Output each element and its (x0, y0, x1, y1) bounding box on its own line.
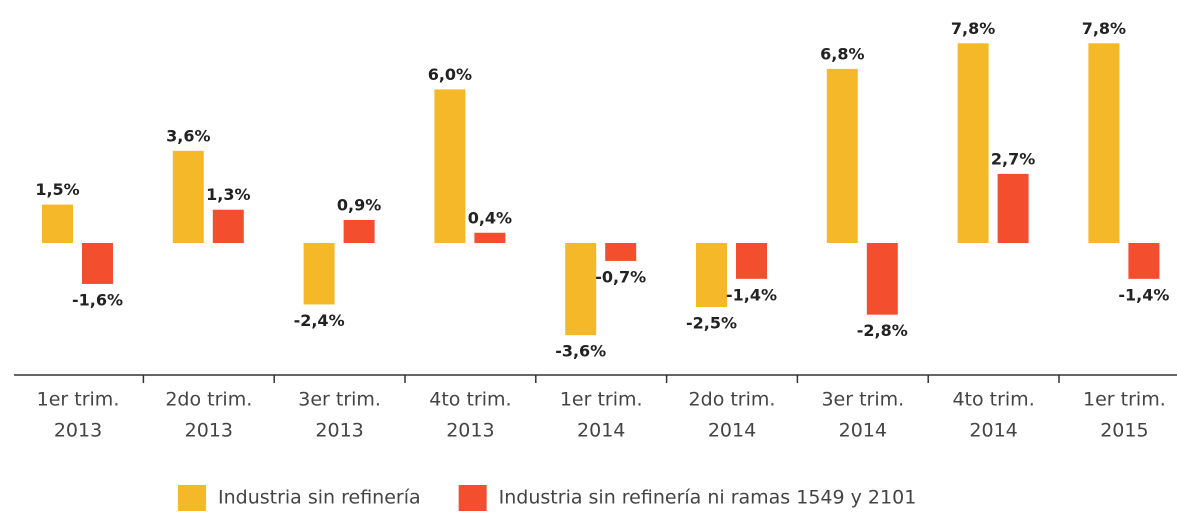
x-tick-label: 2do trim. (689, 389, 776, 411)
x-tick-label: 2014 (839, 420, 887, 442)
x-tick-label: 2do trim. (165, 389, 252, 411)
value-label: 6,0% (428, 65, 472, 84)
value-label: -3,6% (555, 342, 606, 361)
bar (1128, 243, 1160, 279)
value-label: 0,4% (468, 208, 512, 227)
x-tick-label: 2015 (1100, 420, 1148, 442)
x-tick-label: 3er trim. (821, 389, 904, 411)
legend-swatch (458, 485, 487, 511)
x-tick-label: 4to trim. (429, 389, 511, 411)
bar (605, 243, 637, 261)
value-label: 3,6% (166, 126, 210, 145)
bar (434, 89, 466, 244)
x-tick-label: 2014 (969, 420, 1017, 442)
x-tick-label: 1er trim. (1083, 389, 1166, 411)
x-tick-label: 2013 (54, 420, 102, 442)
value-label: -0,7% (595, 267, 646, 286)
legend-swatch (178, 485, 206, 511)
bar (736, 243, 767, 279)
value-label: -1,4% (1118, 285, 1169, 304)
bar (212, 209, 244, 243)
x-tick-label: 2014 (708, 420, 756, 442)
bar (997, 173, 1029, 243)
value-label: 0,9% (337, 195, 381, 214)
value-label: -2,5% (686, 314, 737, 333)
bar (826, 68, 858, 243)
bar (474, 232, 506, 243)
value-label: -2,4% (294, 311, 345, 330)
bar (343, 219, 375, 243)
bar (565, 243, 597, 336)
bar (696, 243, 727, 307)
value-label: 1,3% (206, 185, 250, 204)
value-label: 7,8% (951, 19, 995, 38)
x-tick-label: 2013 (315, 420, 363, 442)
legend-label: Industria sin refinería ni ramas 1549 y … (499, 487, 917, 509)
x-tick-label: 2013 (185, 420, 233, 442)
x-tick-label: 4to trim. (952, 389, 1034, 411)
value-label: 1,5% (35, 180, 79, 199)
bar (957, 43, 989, 243)
legend-label: Industria sin refinería (218, 487, 421, 509)
x-tick-label: 2013 (446, 420, 494, 442)
x-tick-label: 1er trim. (560, 389, 643, 411)
bar (42, 204, 73, 243)
bar (172, 150, 204, 243)
bar (866, 243, 898, 315)
bar (82, 243, 113, 284)
value-label: 6,8% (820, 44, 864, 63)
value-label: -1,6% (72, 290, 123, 309)
x-tick-label: 1er trim. (37, 389, 120, 411)
bar (1088, 43, 1120, 243)
bar (303, 243, 335, 305)
value-label: -1,4% (726, 285, 777, 304)
x-tick-label: 2014 (577, 420, 625, 442)
value-label: -2,8% (857, 321, 908, 340)
value-label: 7,8% (1082, 19, 1126, 38)
x-tick-label: 3er trim. (298, 389, 381, 411)
value-label: 2,7% (991, 149, 1035, 168)
